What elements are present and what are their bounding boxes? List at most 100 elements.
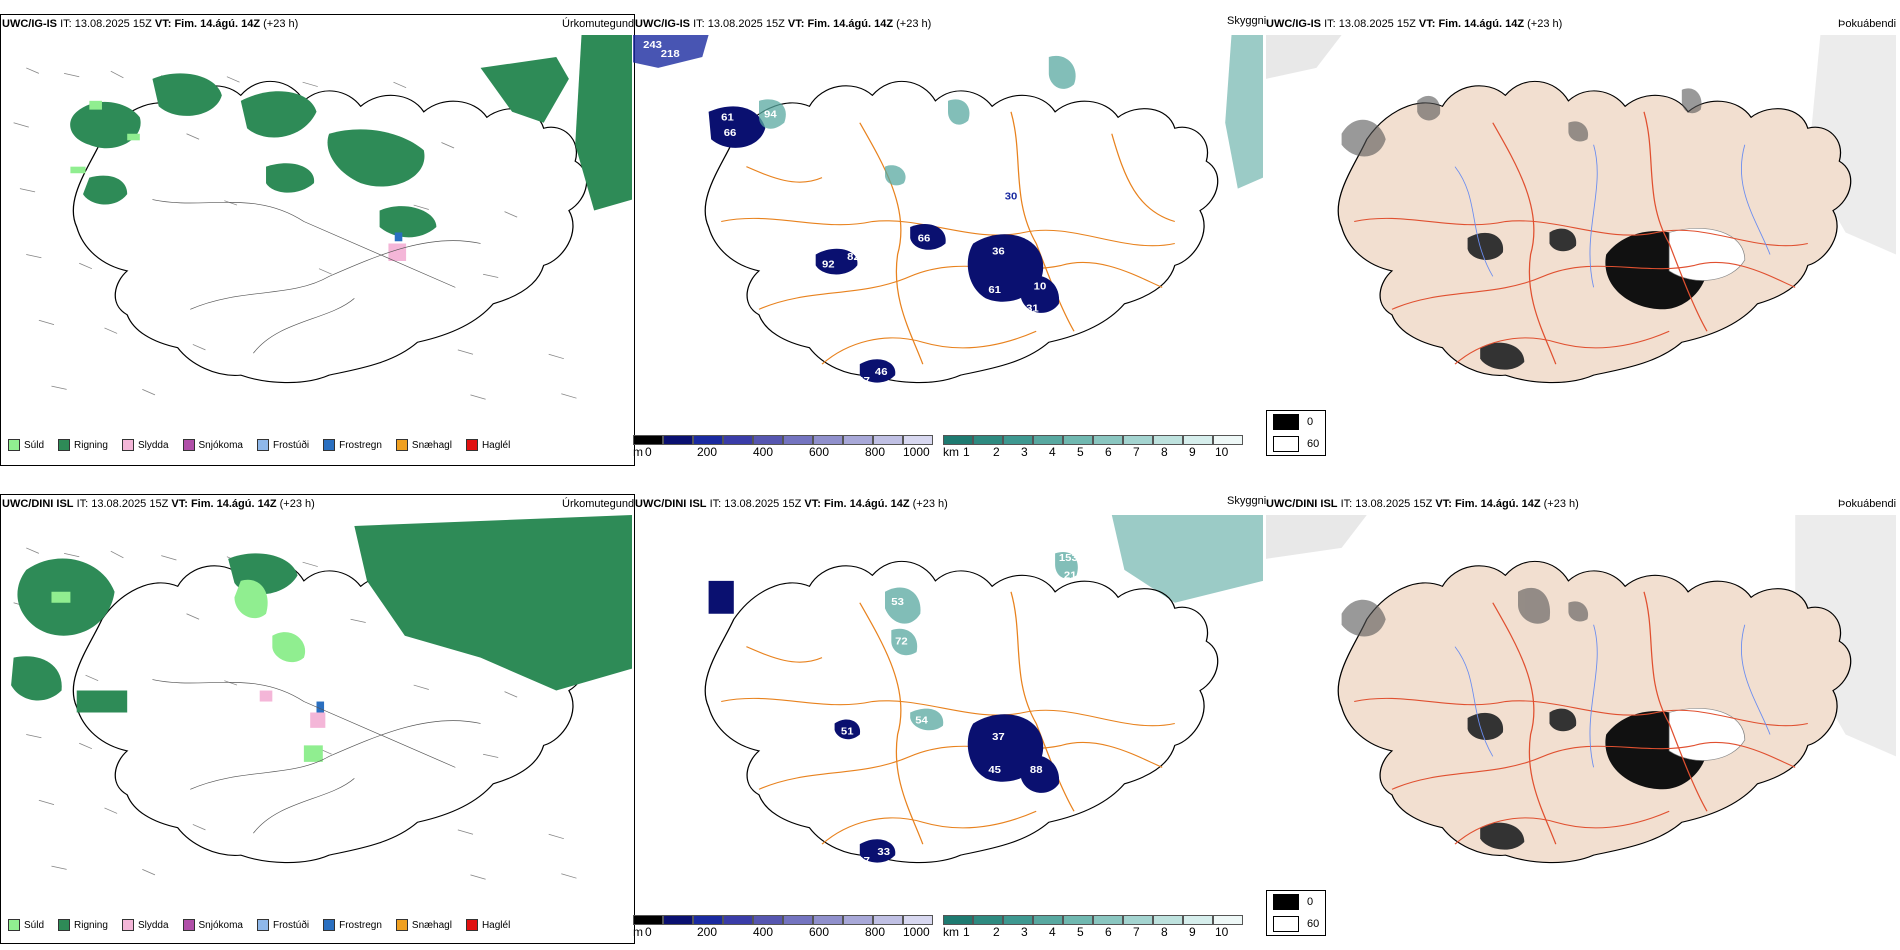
vt-label: VT:	[787, 18, 805, 30]
vis-label: 72	[895, 636, 908, 647]
legend-label: Frostregn	[339, 439, 382, 451]
vis-label: 8	[867, 829, 873, 840]
fog-legend-item: 0	[1267, 891, 1325, 913]
panel-title-vis: Skyggni	[1227, 495, 1267, 507]
vt-label: VT:	[171, 498, 188, 510]
vis-tick: 7	[1133, 445, 1140, 459]
legend-item-rigning: Rigning	[58, 919, 108, 931]
ceiling-tick: 1000	[903, 445, 930, 459]
vis-seg	[1003, 435, 1033, 445]
vis-label: 37	[992, 732, 1005, 743]
ceiling-seg	[753, 435, 783, 445]
legend-swatch	[465, 439, 478, 451]
fog-legend-label: 60	[1307, 438, 1320, 450]
legend-item-haglel: Haglél	[465, 919, 510, 931]
vis-tick: 1	[963, 925, 970, 939]
vis-seg	[1123, 435, 1153, 445]
vis-tick: 5	[1077, 445, 1084, 459]
vt-label: VT:	[1418, 18, 1436, 30]
vt-value: Fim. 14.ágú. 14Z	[1438, 18, 1525, 30]
ceiling-tick: 1000	[903, 925, 930, 939]
vis-label: 61	[721, 112, 734, 123]
vis-label: 45	[988, 764, 1001, 775]
vis-label: 243	[643, 40, 662, 51]
vis-label: 46	[875, 367, 888, 378]
fog-legend-item: 0	[1267, 411, 1325, 433]
panel-title-fog: Þokuábendi	[1838, 18, 1897, 30]
vis-seg	[1093, 915, 1123, 925]
vt-value: Fim. 14.ágú. 14Z	[807, 18, 894, 30]
vis-seg	[1153, 915, 1183, 925]
ceiling-tick: 600	[809, 925, 830, 939]
it-label: IT:	[709, 498, 722, 510]
it-value: 13.08.2025 15Z	[1355, 498, 1433, 510]
legend-item-snaehagl: Snæhagl	[395, 439, 452, 451]
ceiling-seg	[873, 915, 903, 925]
legend-item-frostregn: Frostregn	[323, 919, 382, 931]
vis-seg	[1033, 435, 1063, 445]
legend-label: Snæhagl	[411, 919, 452, 931]
vis-tick: 4	[1049, 445, 1056, 459]
legend-swatch	[121, 919, 134, 931]
lead-time: (+23 h)	[263, 18, 299, 30]
vis-seg	[973, 435, 1003, 445]
vis-tick: 6	[1105, 445, 1112, 459]
vis-label: 30	[1005, 191, 1018, 202]
vis-label: 54	[915, 715, 928, 726]
fog-legend-label: 0	[1307, 416, 1314, 428]
vis-label: 21	[1064, 570, 1077, 581]
vis-label: 88	[1030, 764, 1043, 775]
legend-swatch	[58, 439, 71, 451]
vis-map-row2: 53 72 153 21 10 51 54 37 45 88 37 33 8	[704, 515, 1263, 867]
ceiling-seg	[873, 435, 903, 445]
panel-title-fog: Þokuábendi	[1838, 498, 1897, 510]
legend-item-frostregn: Frostregn	[323, 439, 382, 451]
it-value: 13.08.2025 15Z	[707, 18, 785, 30]
lead-time: (+23 h)	[279, 498, 315, 510]
ceiling-seg	[723, 435, 753, 445]
lead-time: (+23 h)	[1527, 18, 1563, 30]
ceiling-tick: 400	[753, 925, 774, 939]
vis-map-row1: 243 218 61 66 94 82 92 66 36 61 10 31 47…	[633, 35, 1263, 387]
legend-swatch	[8, 439, 20, 451]
ceiling-bar-segments	[633, 915, 933, 925]
legend-label: Rigning	[74, 439, 108, 451]
precip-map-row1	[13, 35, 632, 400]
model-name: UWC/DINI ISL	[1266, 498, 1338, 510]
legend-item-rigning: Rigning	[58, 439, 108, 451]
legend-item-frostudi: Frostúði	[256, 919, 309, 931]
model-name: UWC/IG-IS	[1266, 18, 1321, 30]
ceiling-bar-segments	[633, 435, 933, 445]
legend-label: Rigning	[74, 919, 108, 931]
ceiling-seg	[843, 915, 873, 925]
vis-seg	[1033, 915, 1063, 925]
vis-tick: 3	[1021, 445, 1028, 459]
vt-label: VT:	[1435, 498, 1452, 510]
fog-legend-row2: 0 60	[1266, 890, 1327, 936]
vis-seg	[1093, 435, 1123, 445]
vis-unit: km	[943, 925, 959, 939]
legend-swatch	[323, 439, 336, 451]
vis-ticks: km 1 2 3 4 5 6 7 8 9 10	[943, 925, 1243, 939]
ceiling-unit: m	[633, 445, 643, 459]
legend-label: Slydda	[137, 439, 169, 451]
it-label: IT:	[60, 18, 72, 30]
legend-label: Súld	[24, 919, 45, 931]
ceiling-seg	[633, 435, 663, 445]
precip-legend-row1: Súld Rigning Slydda Snjókoma Frostúði Fr…	[8, 439, 510, 451]
legend-swatch	[323, 919, 336, 931]
vis-seg	[1183, 915, 1213, 925]
vis-label: 31	[1026, 303, 1039, 314]
vis-tick: 6	[1105, 925, 1112, 939]
vis-tick: 8	[1161, 445, 1168, 459]
vis-seg	[973, 915, 1003, 925]
vis-label: 66	[724, 128, 737, 139]
legend-label: Frostúði	[272, 439, 310, 451]
vis-label: 10	[1034, 281, 1047, 292]
vis-tick: 4	[1049, 925, 1056, 939]
ceiling-seg	[783, 915, 813, 925]
ceiling-ticks: m 0 200 400 600 800 1000	[633, 445, 933, 459]
legend-swatch	[395, 919, 408, 931]
vis-label: 51	[841, 726, 854, 737]
legend-label: Slydda	[137, 919, 169, 931]
